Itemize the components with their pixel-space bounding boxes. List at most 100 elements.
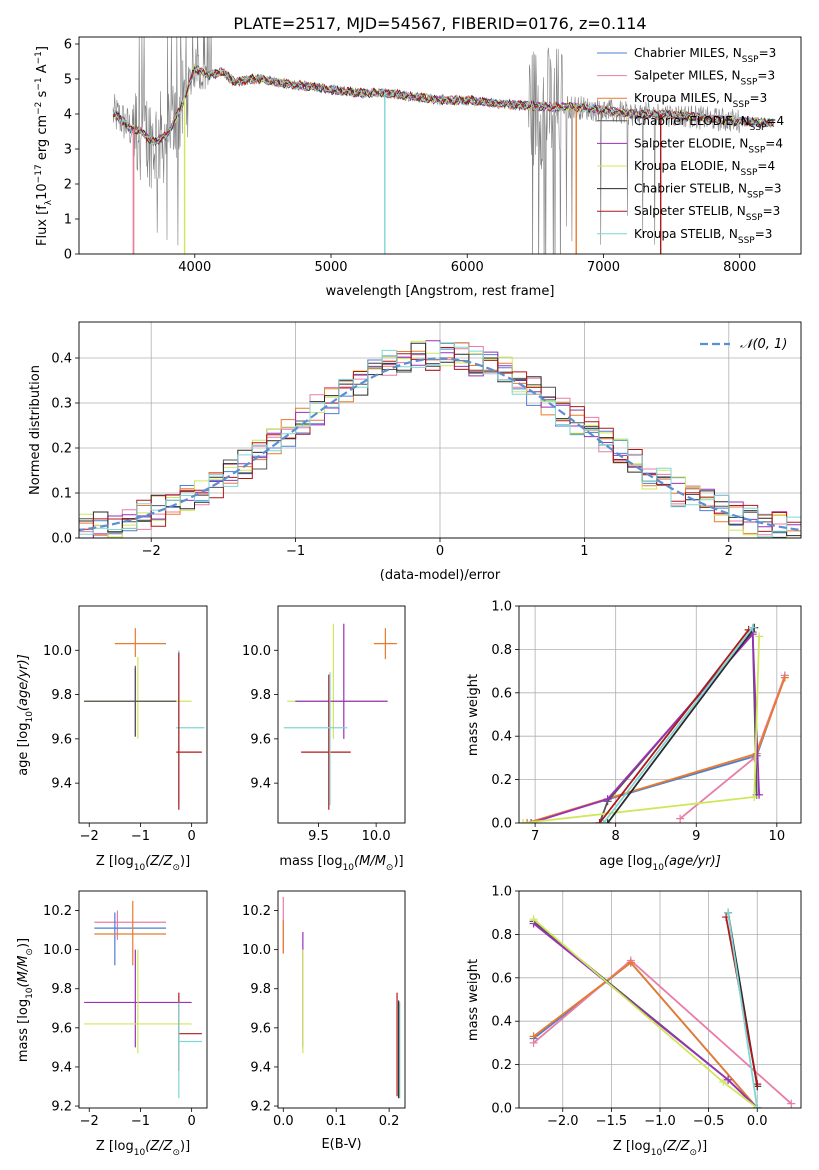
age_vs_z-axes: −2 −1 0 9.4 9.6 9.8 10.0 bbox=[43, 644, 196, 844]
x-tick-label: −2 bbox=[142, 544, 161, 559]
x-tick-label: 0 bbox=[187, 1114, 195, 1129]
weight-line-chabrier_stelib bbox=[606, 627, 756, 823]
mass_vs_ebv-axes: 0.0 0.1 0.2 9.2 9.4 9.6 9.8 10.0 10.2 bbox=[242, 904, 399, 1129]
weight-vs-z-xlabel-part: Z [log bbox=[613, 1139, 651, 1154]
legend-label-kroupa_miles-part: Kroupa MILES, N bbox=[634, 91, 733, 105]
y-tick-label: 9.6 bbox=[51, 732, 72, 747]
spectrum-axes: 4000 5000 6000 7000 8000 0 1 2 3 4 5 6 bbox=[64, 38, 757, 276]
legend-label-salpeter_elodie-part: =4 bbox=[765, 136, 783, 150]
legend-label-gaussian: 𝒩(0, 1) bbox=[740, 337, 787, 352]
weight-marker-salpeter_stelib bbox=[595, 819, 604, 823]
mass-vs-ebv-xlabel: E(B-V) bbox=[321, 1137, 361, 1152]
legend-label-salpeter_stelib-part: Salpeter STELIB, N bbox=[634, 204, 746, 218]
weight-line-kroupa_stelib bbox=[602, 627, 754, 823]
weight-marker-kroupa_stelib bbox=[599, 819, 608, 823]
x-tick-label: −0.5 bbox=[693, 1114, 725, 1129]
weight-vs-age-xlabel-part: 10 bbox=[652, 863, 664, 873]
x-tick-label: 0.0 bbox=[747, 1114, 768, 1129]
legend-label-chabrier_elodie-part: SSP bbox=[750, 123, 767, 133]
y-tick-label: 0.2 bbox=[491, 1058, 512, 1073]
y-tick-label: 9.4 bbox=[51, 1060, 72, 1075]
age_vs_mass-plot bbox=[283, 623, 397, 810]
y-tick-label: 9.8 bbox=[51, 982, 72, 997]
age-vs-z-ylabel-part: (age/yr)] bbox=[16, 654, 31, 711]
y-tick-label: 1 bbox=[64, 213, 72, 228]
mass-vs-z-xlabel-part: Z [log bbox=[96, 1139, 134, 1154]
age-vs-z-xlabel: Z [log10(Z/Z⊙)] bbox=[96, 854, 190, 873]
x-tick-label: −1.5 bbox=[596, 1114, 628, 1129]
y-tick-label: 1.0 bbox=[491, 600, 512, 615]
weight-marker-kroupa_elodie bbox=[755, 632, 764, 641]
x-tick-label: −1.0 bbox=[644, 1114, 676, 1129]
mass-vs-z-ylabel-part: ⊙ bbox=[25, 948, 35, 956]
legend-label-chabrier_stelib-part: =3 bbox=[764, 182, 782, 196]
age-vs-z-xlabel-part: 10 bbox=[134, 863, 146, 873]
y-tick-label: 10.0 bbox=[43, 644, 72, 659]
y-tick-label: 0.0 bbox=[51, 532, 72, 547]
age-vs-mass-xlabel-part: mass [log bbox=[279, 854, 342, 869]
mass_vs_ebv-plot bbox=[282, 896, 401, 1099]
mass-vs-z-xlabel: Z [log10(Z/Z⊙)] bbox=[96, 1139, 190, 1158]
age-vs-z-xlabel-part: (Z/Z bbox=[145, 854, 173, 869]
legend-label-salpeter_stelib-part: =3 bbox=[763, 204, 781, 218]
weight-vs-z-xlabel-part: 10 bbox=[651, 1148, 663, 1158]
legend-label-kroupa_miles: Kroupa MILES, NSSP=3 bbox=[634, 91, 767, 110]
age_vs_mass-axes: 9.5 10.0 9.4 9.6 9.8 10.0 bbox=[242, 644, 391, 844]
figure-title: PLATE=2517, MJD=54567, FIBERID=0176, z=0… bbox=[233, 14, 646, 33]
weight-vs-age-xlabel-part: (age/yr)] bbox=[664, 854, 721, 869]
y-tick-label: 10.0 bbox=[43, 943, 72, 958]
x-tick-label: 2 bbox=[725, 544, 733, 559]
age-vs-mass-xlabel-part: )] bbox=[393, 854, 403, 869]
x-tick-label: −1 bbox=[286, 544, 305, 559]
weight-marker-salpeter_elodie bbox=[603, 795, 612, 804]
y-tick-label: 0.2 bbox=[51, 442, 72, 457]
legend-label-chabrier_miles: Chabrier MILES, NSSP=3 bbox=[634, 46, 776, 65]
weight-marker-kroupa_elodie bbox=[529, 915, 538, 924]
y-tick-label: 0.4 bbox=[51, 352, 72, 367]
weight-vs-z-xlabel-part: (Z/Z bbox=[662, 1139, 690, 1154]
legend-label-kroupa_miles-part: SSP bbox=[733, 100, 750, 110]
y-tick-label: 0.4 bbox=[491, 1015, 512, 1030]
weight_vs_z-axes: −2.0 −1.5 −1.0 −0.5 0.0 0.0 0.2 0.4 0.6 0.8 1.0 bbox=[491, 885, 801, 1129]
model-line-chabrier_stelib bbox=[112, 66, 774, 144]
age_vs_z-plot bbox=[84, 628, 205, 810]
y-tick-label: 0.6 bbox=[491, 686, 512, 701]
spectrum-ylabel-part: λ bbox=[44, 199, 54, 205]
x-tick-label: −1 bbox=[131, 829, 150, 844]
x-tick-label: 0.0 bbox=[273, 1114, 294, 1129]
y-tick-label: 10.2 bbox=[242, 904, 271, 919]
spectrum-ylabel-part: −1 bbox=[34, 77, 44, 90]
y-tick-label: 9.8 bbox=[51, 688, 72, 703]
x-tick-label: 0 bbox=[436, 544, 444, 559]
y-tick-label: 0.0 bbox=[491, 817, 512, 832]
mass-vs-z-ylabel-part: 10 bbox=[25, 987, 35, 999]
weight-marker-salpeter_miles bbox=[676, 814, 685, 823]
x-tick-label: 0.2 bbox=[379, 1114, 400, 1129]
legend-label-salpeter_elodie-part: SSP bbox=[748, 145, 765, 155]
y-tick-label: 9.2 bbox=[51, 1100, 72, 1115]
mass-vs-z-xlabel-part: 10 bbox=[134, 1148, 146, 1158]
weight-marker-kroupa_miles bbox=[626, 958, 635, 967]
y-tick-label: 9.6 bbox=[250, 732, 271, 747]
weight-marker-kroupa_elodie bbox=[519, 819, 528, 823]
weight_vs_age-axes: 7 8 9 10 0.0 0.2 0.4 0.6 0.8 1.0 bbox=[491, 600, 801, 844]
y-tick-label: 4 bbox=[64, 108, 72, 123]
x-tick-label: 7 bbox=[531, 829, 539, 844]
y-tick-label: 3 bbox=[64, 143, 72, 158]
residuals-frame bbox=[78, 321, 802, 539]
weight-marker-kroupa_miles bbox=[523, 819, 532, 823]
legend-label-salpeter_elodie: Salpeter ELODIE, NSSP=4 bbox=[634, 136, 783, 155]
mass-vs-z-ylabel-part: mass [log bbox=[16, 999, 31, 1062]
legend-label-salpeter_elodie-part: Salpeter ELODIE, N bbox=[634, 136, 748, 150]
residuals-plot bbox=[79, 340, 801, 538]
y-tick-label: 0.8 bbox=[491, 928, 512, 943]
legend-label-chabrier_miles-part: Chabrier MILES, N bbox=[634, 46, 742, 60]
mass-vs-z-ylabel-part: )] bbox=[16, 938, 31, 948]
model-line-kroupa_stelib bbox=[112, 66, 774, 147]
y-tick-label: 9.2 bbox=[250, 1100, 271, 1115]
y-tick-label: 10.0 bbox=[242, 644, 271, 659]
x-tick-label: 0.1 bbox=[326, 1114, 347, 1129]
spectrum-ylabel-part: A bbox=[35, 64, 50, 77]
x-tick-label: 5000 bbox=[314, 260, 347, 275]
